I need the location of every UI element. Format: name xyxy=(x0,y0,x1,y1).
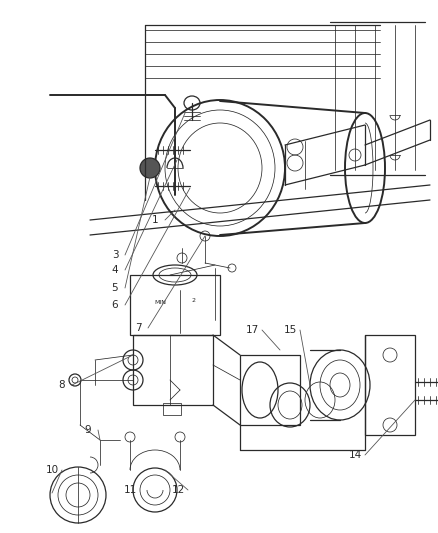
Text: 6: 6 xyxy=(112,300,118,310)
Text: 7: 7 xyxy=(135,323,141,333)
Circle shape xyxy=(140,158,160,178)
Text: 2: 2 xyxy=(191,297,195,303)
Text: 8: 8 xyxy=(59,380,65,390)
Text: MIN: MIN xyxy=(154,301,166,305)
Text: 10: 10 xyxy=(46,465,59,475)
Text: 5: 5 xyxy=(112,283,118,293)
Text: 15: 15 xyxy=(283,325,297,335)
Text: 1: 1 xyxy=(152,215,158,225)
Text: 4: 4 xyxy=(112,265,118,275)
Text: 17: 17 xyxy=(245,325,258,335)
Bar xyxy=(365,335,415,435)
Bar xyxy=(240,355,300,425)
Bar xyxy=(130,275,220,335)
Text: 11: 11 xyxy=(124,485,137,495)
Bar xyxy=(163,403,181,415)
Text: 12: 12 xyxy=(171,485,185,495)
Text: 9: 9 xyxy=(85,425,91,435)
Text: 3: 3 xyxy=(112,250,118,260)
Text: 14: 14 xyxy=(348,450,362,460)
Bar xyxy=(133,335,213,405)
